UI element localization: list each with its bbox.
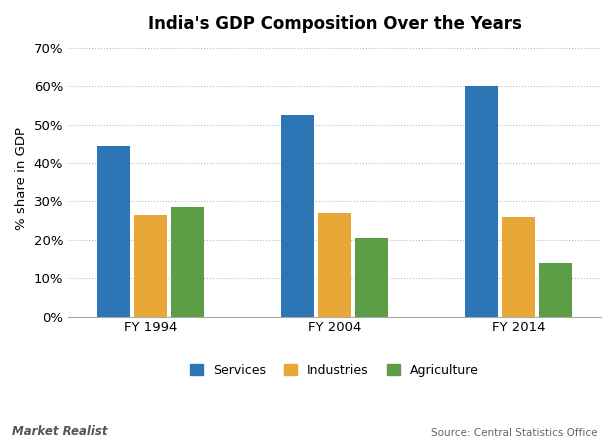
Legend: Services, Industries, Agriculture: Services, Industries, Agriculture [185, 359, 484, 381]
Bar [171, 207, 204, 316]
Bar [318, 213, 351, 316]
Bar [97, 146, 131, 316]
Text: Market Realist: Market Realist [12, 425, 108, 438]
Bar [134, 215, 167, 316]
Bar [465, 86, 498, 316]
Y-axis label: % share in GDP: % share in GDP [15, 127, 28, 230]
Bar [355, 238, 387, 316]
Bar [281, 115, 314, 316]
Text: Source: Central Statistics Office: Source: Central Statistics Office [431, 428, 598, 438]
Title: India's GDP Composition Over the Years: India's GDP Composition Over the Years [147, 15, 521, 33]
Bar [502, 216, 535, 316]
Bar [538, 263, 572, 316]
